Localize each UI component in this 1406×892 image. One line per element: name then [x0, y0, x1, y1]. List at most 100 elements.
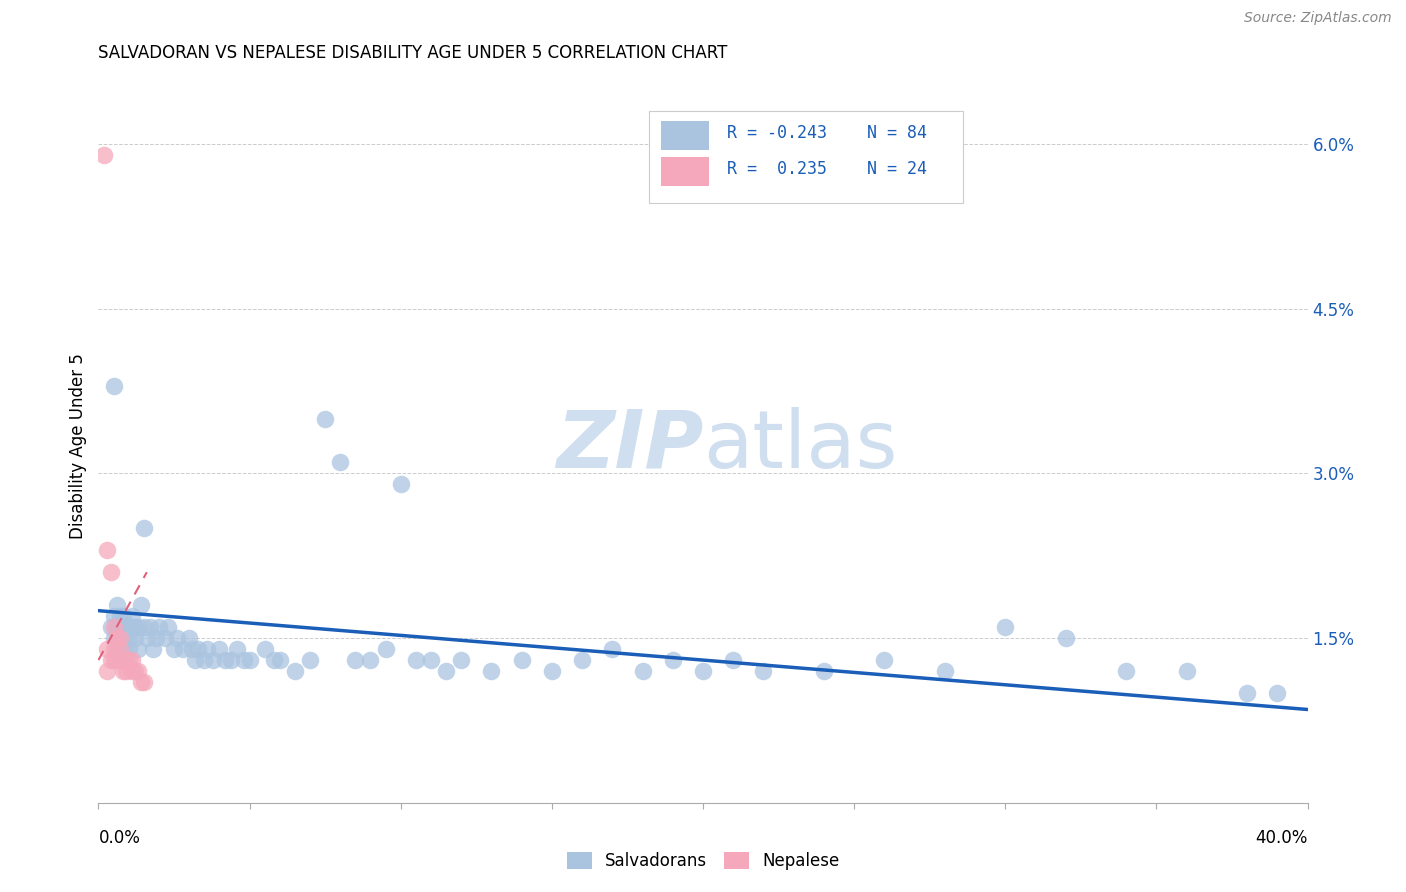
- Point: [269, 653, 291, 667]
- Point: [103, 620, 125, 634]
- Point: [132, 521, 155, 535]
- Point: [100, 566, 122, 580]
- Point: [208, 642, 231, 657]
- Point: [118, 653, 141, 667]
- Point: [135, 631, 157, 645]
- FancyBboxPatch shape: [661, 121, 709, 150]
- Point: [121, 609, 143, 624]
- Point: [111, 609, 134, 624]
- Point: [111, 642, 134, 657]
- Point: [873, 653, 896, 667]
- Y-axis label: Disability Age Under 5: Disability Age Under 5: [69, 353, 87, 539]
- Point: [450, 653, 472, 667]
- Text: atlas: atlas: [703, 407, 897, 485]
- Point: [299, 653, 322, 667]
- Point: [129, 598, 152, 612]
- Point: [108, 631, 131, 645]
- Point: [177, 631, 201, 645]
- FancyBboxPatch shape: [648, 111, 963, 203]
- Point: [1054, 631, 1077, 645]
- Point: [221, 653, 243, 667]
- Point: [105, 620, 128, 634]
- Point: [127, 620, 149, 634]
- Point: [1115, 664, 1137, 678]
- Point: [103, 631, 125, 645]
- Point: [124, 631, 146, 645]
- Point: [195, 642, 218, 657]
- Point: [129, 675, 152, 690]
- Point: [132, 620, 155, 634]
- Text: R =  0.235    N = 24: R = 0.235 N = 24: [727, 161, 927, 178]
- Point: [1265, 686, 1288, 700]
- Point: [145, 631, 167, 645]
- Point: [661, 653, 683, 667]
- Text: 0.0%: 0.0%: [98, 829, 141, 847]
- Point: [181, 642, 204, 657]
- Point: [193, 653, 215, 667]
- Point: [202, 653, 225, 667]
- Point: [172, 642, 194, 657]
- Point: [602, 642, 624, 657]
- Point: [374, 642, 396, 657]
- Point: [994, 620, 1017, 634]
- Point: [108, 653, 131, 667]
- Point: [105, 653, 128, 667]
- Text: ZIP: ZIP: [555, 407, 703, 485]
- Point: [752, 664, 775, 678]
- Point: [139, 620, 162, 634]
- Point: [111, 653, 134, 667]
- Point: [100, 653, 122, 667]
- Point: [127, 642, 149, 657]
- Point: [253, 642, 276, 657]
- Point: [114, 620, 136, 634]
- Point: [1236, 686, 1258, 700]
- Point: [631, 664, 654, 678]
- Point: [121, 653, 143, 667]
- Point: [226, 642, 249, 657]
- Point: [111, 620, 134, 634]
- Point: [510, 653, 533, 667]
- Point: [405, 653, 427, 667]
- Point: [118, 620, 141, 634]
- Point: [105, 598, 128, 612]
- Point: [118, 631, 141, 645]
- Point: [96, 664, 118, 678]
- Point: [232, 653, 254, 667]
- Point: [118, 642, 141, 657]
- Point: [329, 455, 352, 469]
- Point: [96, 642, 118, 657]
- Point: [148, 620, 170, 634]
- Point: [934, 664, 956, 678]
- Point: [239, 653, 262, 667]
- Point: [142, 642, 165, 657]
- Point: [184, 653, 207, 667]
- Point: [813, 664, 835, 678]
- Text: SALVADORAN VS NEPALESE DISABILITY AGE UNDER 5 CORRELATION CHART: SALVADORAN VS NEPALESE DISABILITY AGE UN…: [98, 44, 728, 62]
- Point: [108, 642, 131, 657]
- Point: [103, 378, 125, 392]
- Point: [108, 609, 131, 624]
- Point: [344, 653, 367, 667]
- Point: [481, 664, 503, 678]
- Point: [121, 620, 143, 634]
- Point: [114, 631, 136, 645]
- Point: [127, 664, 149, 678]
- Point: [434, 664, 457, 678]
- Point: [214, 653, 236, 667]
- Point: [114, 664, 136, 678]
- Point: [1175, 664, 1198, 678]
- Point: [389, 477, 412, 491]
- Point: [96, 543, 118, 558]
- Point: [105, 631, 128, 645]
- Point: [163, 642, 186, 657]
- FancyBboxPatch shape: [661, 157, 709, 186]
- Point: [263, 653, 285, 667]
- Point: [124, 664, 146, 678]
- Point: [103, 609, 125, 624]
- Point: [105, 642, 128, 657]
- Point: [132, 675, 155, 690]
- Point: [93, 148, 115, 162]
- Text: 40.0%: 40.0%: [1256, 829, 1308, 847]
- Point: [187, 642, 209, 657]
- Point: [540, 664, 562, 678]
